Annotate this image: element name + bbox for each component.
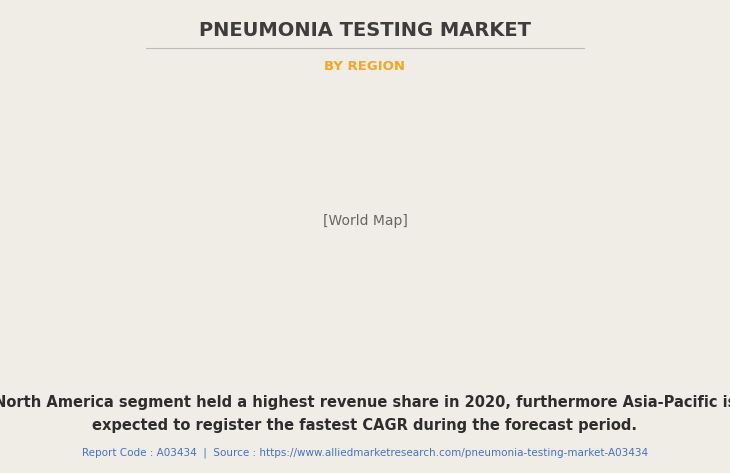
Text: BY REGION: BY REGION (325, 60, 405, 73)
Text: PNEUMONIA TESTING MARKET: PNEUMONIA TESTING MARKET (199, 21, 531, 40)
Text: expected to register the fastest CAGR during the forecast period.: expected to register the fastest CAGR du… (93, 418, 637, 433)
Text: Report Code : A03434  |  Source : https://www.alliedmarketresearch.com/pneumonia: Report Code : A03434 | Source : https://… (82, 448, 648, 458)
Text: North America segment held a highest revenue share in 2020, furthermore Asia-Pac: North America segment held a highest rev… (0, 395, 730, 411)
Text: [World Map]: [World Map] (323, 214, 407, 228)
